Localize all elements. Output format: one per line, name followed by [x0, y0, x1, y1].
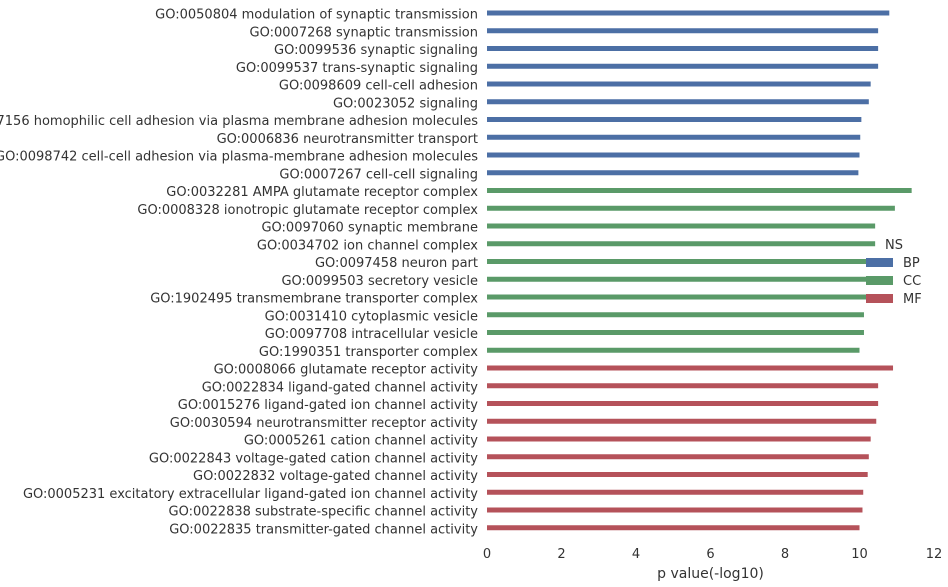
- category-label: GO:0005231 excitatory extracellular liga…: [23, 487, 478, 502]
- category-label: GO:0031410 cytoplasmic vesicle: [265, 309, 478, 324]
- bars: [487, 10, 912, 531]
- bar-mf: [487, 418, 877, 424]
- legend-label-bp: BP: [903, 256, 920, 271]
- bar-mf: [487, 436, 871, 442]
- bar-mf: [487, 525, 860, 531]
- bar-mf: [487, 383, 879, 389]
- bar-cc: [487, 205, 895, 211]
- bar-bp: [487, 28, 879, 34]
- category-label: GO:0007268 synaptic transmission: [250, 25, 478, 40]
- category-label: GO:0097458 neuron part: [315, 256, 478, 271]
- category-label: GO:0022832 voltage-gated channel activit…: [193, 469, 478, 484]
- bar-bp: [487, 170, 859, 176]
- legend-label-cc: CC: [903, 274, 921, 289]
- category-label: GO:1902495 transmembrane transporter com…: [150, 292, 478, 307]
- bar-mf: [487, 472, 868, 477]
- category-label: GO:0022834 ligand-gated channel activity: [202, 380, 479, 395]
- bar-cc: [487, 294, 869, 300]
- x-tick-label: 8: [781, 547, 789, 562]
- bar-bp: [487, 152, 860, 158]
- bar-cc: [487, 259, 875, 264]
- legend-swatch-bp: [866, 258, 893, 267]
- bar-bp: [487, 99, 869, 105]
- category-label: GO:0034702 ion channel complex: [257, 238, 478, 253]
- legend-swatch-mf: [866, 294, 893, 303]
- bar-cc: [487, 223, 876, 229]
- category-label: GO:0007156 homophilic cell adhesion via …: [0, 114, 478, 129]
- x-tick-label: 12: [926, 547, 943, 562]
- legend-label-mf: MF: [903, 292, 922, 307]
- x-tick-label: 0: [483, 547, 491, 562]
- category-label: GO:0022838 substrate-specific channel ac…: [169, 505, 479, 520]
- category-label: GO:0097708 intracellular vesicle: [265, 327, 478, 342]
- category-label: GO:0097060 synaptic membrane: [261, 221, 478, 236]
- category-label: GO:0022843 voltage-gated cation channel …: [149, 451, 478, 466]
- category-label: GO:0030594 neurotransmitter receptor act…: [170, 416, 479, 431]
- bar-bp: [487, 46, 879, 51]
- x-axis-ticks: 0 2 4 6 8 10 12: [483, 547, 942, 562]
- bar-cc: [487, 330, 864, 335]
- x-tick-label: 6: [706, 547, 714, 562]
- category-label: GO:0032281 AMPA glutamate receptor compl…: [166, 185, 478, 200]
- category-label: GO:0099537 trans-synaptic signaling: [236, 61, 478, 76]
- category-label: GO:0099503 secretory vesicle: [281, 274, 478, 289]
- category-label: GO:1990351 transporter complex: [259, 345, 478, 360]
- bar-mf: [487, 507, 863, 513]
- category-label: GO:0007267 cell-cell signaling: [279, 167, 478, 182]
- category-label: GO:0015276 ligand-gated ion channel acti…: [178, 398, 479, 413]
- category-label: GO:0022835 transmitter-gated channel act…: [169, 522, 478, 537]
- bar-bp: [487, 63, 879, 69]
- category-label: GO:0098742 cell-cell adhesion via plasma…: [0, 150, 478, 165]
- x-tick-label: 10: [851, 547, 868, 562]
- bar-cc: [487, 312, 864, 318]
- bar-bp: [487, 81, 871, 87]
- x-axis-title: p value(-log10): [657, 566, 764, 582]
- category-label: GO:0008328 ionotropic glutamate receptor…: [137, 203, 478, 218]
- x-tick-label: 4: [632, 547, 640, 562]
- legend-title: NS: [885, 238, 903, 253]
- bar-mf: [487, 365, 894, 371]
- bar-mf: [487, 454, 869, 460]
- bar-mf: [487, 489, 864, 495]
- bar-cc: [487, 347, 860, 353]
- bar-bp: [487, 10, 890, 16]
- bar-cc: [487, 276, 871, 282]
- bar-cc: [487, 188, 912, 193]
- bar-bp: [487, 134, 861, 140]
- bar-bp: [487, 117, 862, 122]
- bar-cc: [487, 241, 876, 247]
- category-label: GO:0008066 glutamate receptor activity: [214, 363, 479, 378]
- bar-mf: [487, 401, 879, 406]
- category-label: GO:0023052 signaling: [333, 96, 478, 111]
- category-label: GO:0006836 neurotransmitter transport: [217, 132, 478, 147]
- x-tick-label: 2: [557, 547, 565, 562]
- category-labels: GO:0050804 modulation of synaptic transm…: [0, 8, 478, 538]
- category-label: GO:0050804 modulation of synaptic transm…: [155, 8, 478, 23]
- category-label: GO:0005261 cation channel activity: [244, 434, 478, 449]
- category-label: GO:0099536 synaptic signaling: [274, 43, 478, 58]
- category-label: GO:0098609 cell-cell adhesion: [279, 79, 478, 94]
- legend-swatch-cc: [866, 276, 893, 285]
